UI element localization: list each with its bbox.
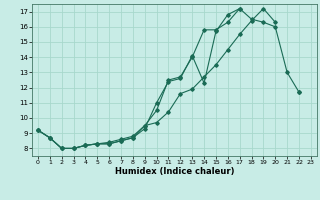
X-axis label: Humidex (Indice chaleur): Humidex (Indice chaleur) — [115, 167, 234, 176]
